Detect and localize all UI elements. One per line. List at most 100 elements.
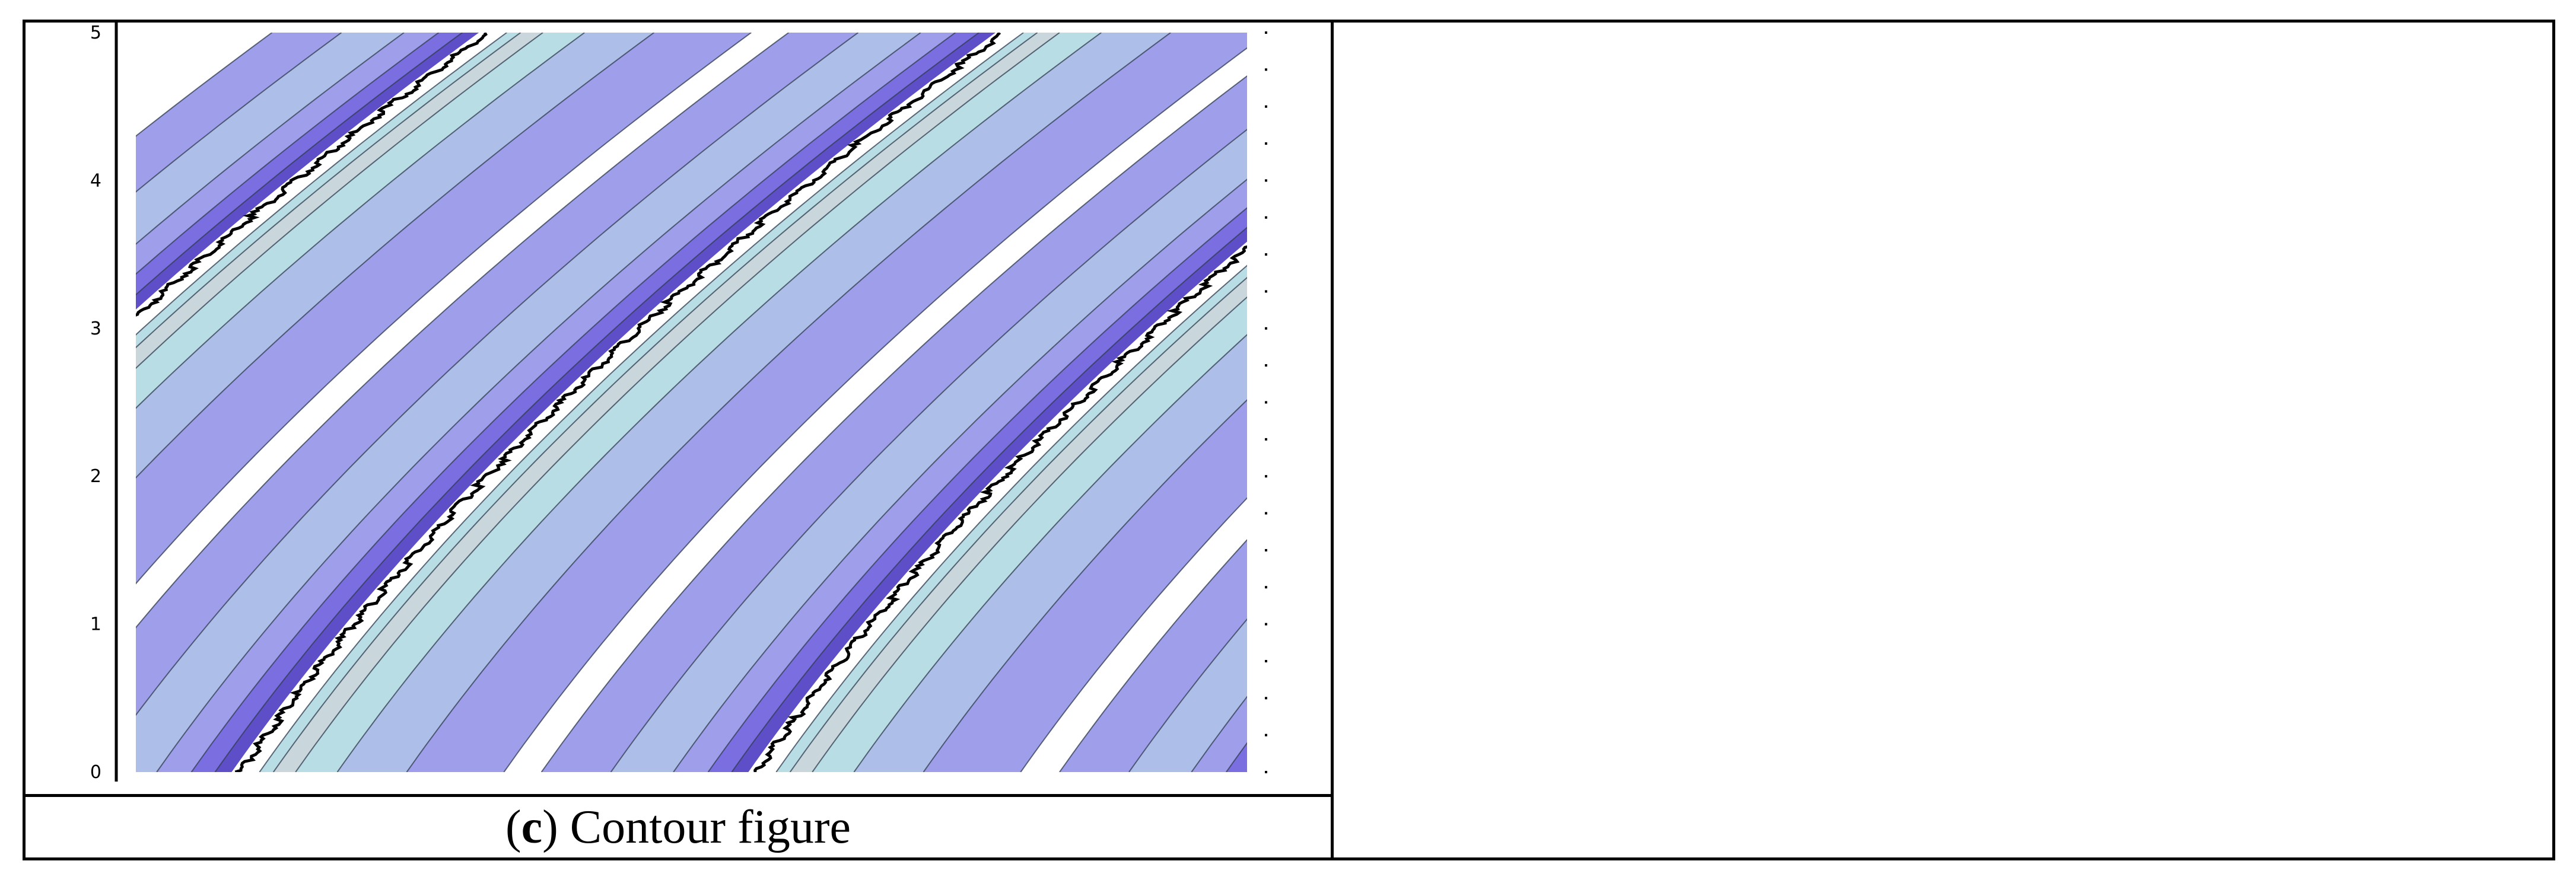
contour-line (673, 178, 1247, 772)
right-tick-mark (1265, 68, 1267, 71)
contour-line (136, 33, 521, 349)
contour-band (337, 33, 1171, 772)
contour-band (812, 297, 1247, 772)
y-tick-label: 4 (90, 170, 101, 191)
column-divider (1331, 20, 1334, 860)
singular-curve (136, 33, 488, 317)
contour-band (541, 76, 1247, 772)
contour-line (789, 276, 1247, 772)
contour-band (1129, 619, 1247, 772)
contour-band (1059, 540, 1247, 772)
contour-band (610, 129, 1247, 772)
right-tick-mark (1265, 401, 1267, 404)
contour-line (136, 33, 439, 275)
right-tick-mark (1265, 771, 1267, 773)
right-tick-mark (1265, 216, 1267, 219)
contour-line (295, 33, 1060, 772)
contour-line (136, 33, 585, 409)
right-tick-mark (1265, 734, 1267, 736)
contour-line (923, 399, 1247, 772)
right-tick-mark (1265, 586, 1267, 589)
y-tick-label: 3 (90, 318, 101, 339)
figure-frame (23, 20, 2555, 860)
contour-band (1267, 33, 1331, 772)
contour-line (136, 33, 654, 479)
contour-band (673, 179, 1247, 772)
contour-line (214, 33, 979, 772)
contour-line (1128, 618, 1247, 772)
contour-line (1020, 497, 1247, 772)
caption-divider (23, 794, 1334, 797)
contour-band (1250, 33, 1331, 772)
caption-text: Contour figure (558, 801, 851, 853)
right-tick-mark (1265, 179, 1267, 182)
y-tick-label: 2 (90, 466, 101, 487)
contour-line (1059, 538, 1247, 772)
right-tick-mark (1265, 105, 1267, 108)
right-tick-mark (1265, 438, 1267, 441)
contour-line (707, 207, 1247, 772)
y-tick-label: 5 (90, 23, 101, 43)
contour-line (853, 334, 1247, 772)
right-tick-mark (1265, 549, 1267, 551)
contour-line (136, 33, 342, 193)
figure-caption: (c) Contour figure (26, 797, 1331, 857)
singular-curve (1275, 33, 1331, 772)
contour-band (136, 33, 342, 192)
contour-line (1308, 33, 1331, 772)
right-tick-mark (1265, 142, 1267, 145)
singular-curve (753, 245, 1247, 772)
contour-band (708, 208, 1247, 772)
contour-band (923, 400, 1247, 772)
right-tick-mark (1265, 512, 1267, 515)
contour-line (136, 33, 789, 629)
right-tick-mark (1265, 253, 1267, 256)
contour-line (259, 33, 1024, 772)
contour-line (812, 296, 1247, 772)
right-tick-mark (1265, 290, 1267, 293)
contour-line (156, 33, 921, 772)
contour-band (776, 265, 1247, 772)
right-axis-ticks (1265, 31, 1267, 773)
contour-line (731, 227, 1247, 772)
right-tick-mark (1265, 659, 1267, 662)
y-tick-label: 1 (90, 614, 101, 635)
contour-band (732, 227, 1247, 772)
contour-line (136, 33, 507, 336)
contour-lines (136, 33, 1331, 772)
caption-open-paren: ( (505, 801, 521, 853)
contour-line (540, 75, 1247, 772)
contour-band (790, 278, 1247, 772)
contour-line (336, 33, 1102, 772)
contour-band (157, 33, 956, 772)
singular-curves (136, 33, 1331, 772)
right-tick-mark (1265, 623, 1267, 626)
contour-line (136, 33, 543, 369)
right-tick-mark (1265, 31, 1267, 34)
contour-band (854, 334, 1247, 772)
contour-band (1295, 33, 1331, 772)
contour-line (775, 264, 1247, 772)
contour-band (1308, 33, 1331, 772)
y-tick-label: 0 (90, 762, 101, 783)
contour-line (136, 33, 405, 245)
contour-line (272, 33, 1038, 772)
y-axis-ticks: 0 1 2 3 4 5 (90, 23, 101, 783)
singular-curve (234, 33, 1001, 772)
contour-line (190, 33, 956, 772)
contour-band (295, 33, 1102, 772)
right-tick-mark (1265, 697, 1267, 700)
contour-line (1295, 33, 1331, 772)
contour-band (1283, 33, 1331, 772)
contour-line (610, 129, 1247, 772)
contour-line (136, 33, 859, 716)
contour-line (136, 33, 463, 296)
caption-close-paren: ) (542, 801, 558, 853)
contour-band (406, 33, 1247, 772)
contour-line (406, 33, 1171, 772)
right-tick-mark (1265, 475, 1267, 478)
contour-line (503, 47, 1247, 772)
right-tick-mark (1265, 364, 1267, 367)
contour-line (1250, 33, 1331, 772)
